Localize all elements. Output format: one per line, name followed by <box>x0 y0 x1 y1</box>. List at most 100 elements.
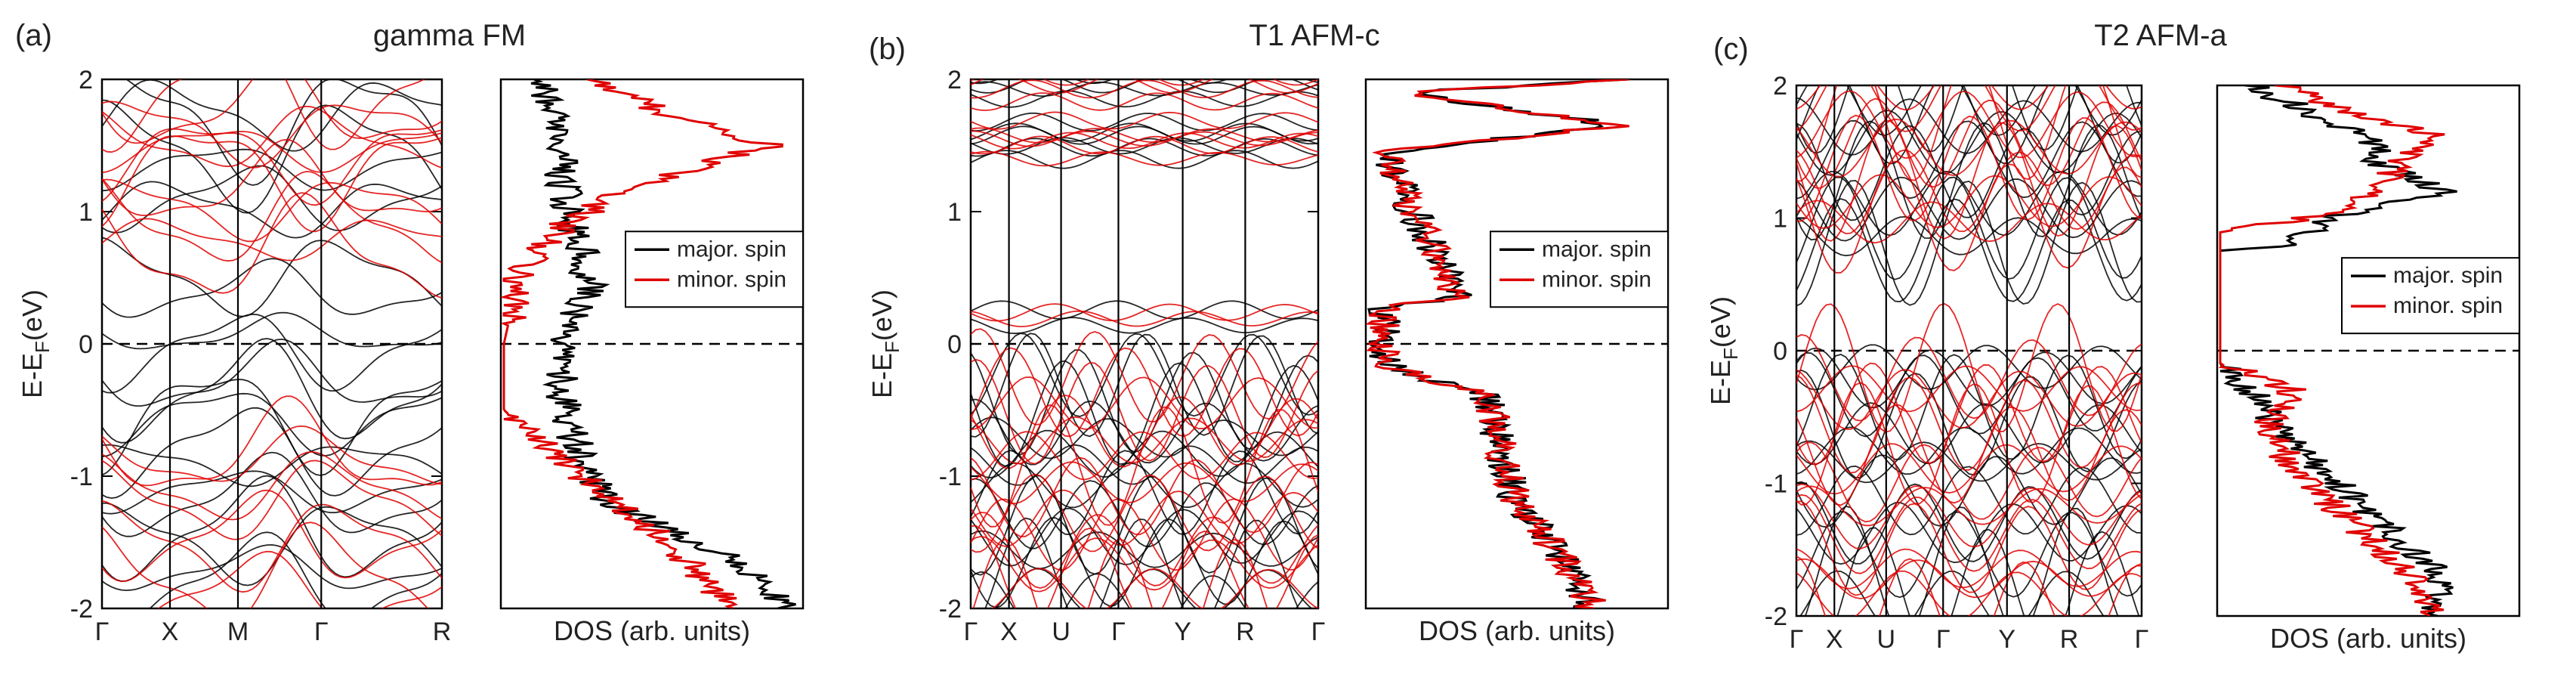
band-line <box>1796 97 2142 156</box>
band-line <box>1796 369 2142 430</box>
band-line <box>125 79 442 186</box>
k-point-label: Γ <box>1311 617 1326 646</box>
band-line <box>971 462 1318 509</box>
band-line <box>1796 90 2142 159</box>
band-line <box>971 395 1318 469</box>
band-line <box>1796 334 2142 422</box>
band-line <box>984 517 1299 608</box>
legend-label: major. spin <box>2393 263 2503 288</box>
band-line <box>971 416 1318 465</box>
band-line <box>971 498 1318 571</box>
k-point-label: Γ <box>2135 625 2149 654</box>
band-line <box>971 347 1318 438</box>
dos-line <box>2218 85 2445 616</box>
k-point-label: R <box>1236 617 1255 646</box>
band-line <box>1796 198 2142 303</box>
y-axis-label: E-EF(eV) <box>1705 296 1742 405</box>
dos-plot: DOS (arb. units) major. spin minor. spin <box>1364 78 1669 646</box>
x-axis-label: DOS (arb. units) <box>2270 623 2466 654</box>
band-line <box>971 300 1318 320</box>
band-line <box>102 450 442 521</box>
band-line <box>102 470 442 515</box>
band-line <box>971 398 1318 466</box>
band-line <box>1836 527 2140 616</box>
band-line <box>972 538 1318 608</box>
dos-plot: DOS (arb. units) major. spin minor. spin <box>2216 84 2521 654</box>
band-line <box>971 404 1318 528</box>
y-tick-label: 1 <box>1773 205 1787 234</box>
y-tick-label: 2 <box>79 66 93 94</box>
band-line <box>971 122 1318 142</box>
band-line <box>971 79 1318 99</box>
band-line <box>1796 558 2142 599</box>
legend-label: minor. spin <box>1542 267 1651 292</box>
band-line <box>102 460 442 540</box>
y-tick-label: -2 <box>939 595 962 624</box>
band-line <box>1796 501 2142 565</box>
band-line <box>971 111 1318 130</box>
y-tick-label: -1 <box>939 463 962 491</box>
legend-box <box>625 231 804 308</box>
band-line <box>102 444 442 487</box>
band-line <box>102 79 442 144</box>
band-line <box>1796 404 2142 506</box>
dos-line <box>501 79 783 608</box>
band-line <box>102 192 442 299</box>
band-line <box>1796 382 2142 506</box>
y-axis-label-unit: (eV) <box>17 289 48 341</box>
y-axis-label-subscript: F <box>31 341 54 353</box>
band-lines <box>971 79 1318 608</box>
band-line <box>1796 494 2142 574</box>
band-line <box>102 500 442 593</box>
band-line <box>102 338 442 444</box>
band-line <box>971 138 1318 157</box>
k-point-label: Γ <box>1790 625 1804 654</box>
panel-title: T2 AFM-a <box>2094 19 2227 52</box>
band-line <box>1796 548 2142 590</box>
k-point-label: R <box>433 617 452 646</box>
x-axis-label: DOS (arb. units) <box>554 615 750 646</box>
y-axis-label-main: E-E <box>17 353 48 398</box>
y-tick-label: -1 <box>1765 470 1787 499</box>
band-line <box>971 137 1318 155</box>
band-line <box>102 395 442 487</box>
band-line <box>102 313 442 394</box>
dos-line <box>1366 79 1629 608</box>
band-line <box>1796 485 2142 527</box>
panel-label: (b) <box>869 32 906 66</box>
band-line <box>971 125 1318 145</box>
panel-label: (c) <box>1713 32 1749 66</box>
k-point-label: R <box>2060 625 2079 654</box>
dos-lines <box>2218 85 2457 616</box>
band-line <box>971 92 1318 111</box>
band-line <box>1796 369 2142 479</box>
panel-a: (a) gamma FM -2 -1 0 1 2 Γ X M Γ R E-EF(eV) DOS (a… <box>15 19 805 646</box>
band-line <box>102 543 442 592</box>
legend-box <box>2341 257 2520 335</box>
k-point-label: U <box>1052 617 1070 646</box>
band-line <box>1796 347 2142 409</box>
band-line <box>102 451 442 537</box>
y-tick-label: 1 <box>947 198 962 227</box>
band-line <box>102 502 442 587</box>
band-line <box>1796 110 2142 176</box>
k-point-label: Y <box>1998 625 2015 654</box>
k-point-label: U <box>1877 625 1896 654</box>
band-line <box>1796 354 2142 460</box>
band-line <box>971 90 1318 108</box>
band-line <box>971 79 1318 86</box>
band-line <box>1796 176 2142 242</box>
k-point-label: M <box>227 617 249 646</box>
band-line <box>971 310 1318 328</box>
y-tick-label: -2 <box>70 595 93 624</box>
band-line <box>971 81 1318 97</box>
k-point-label: Γ <box>1111 617 1126 646</box>
band-line <box>102 218 442 262</box>
band-line <box>1796 465 2142 536</box>
dos-lines <box>1366 79 1629 608</box>
band-line <box>971 132 1318 150</box>
